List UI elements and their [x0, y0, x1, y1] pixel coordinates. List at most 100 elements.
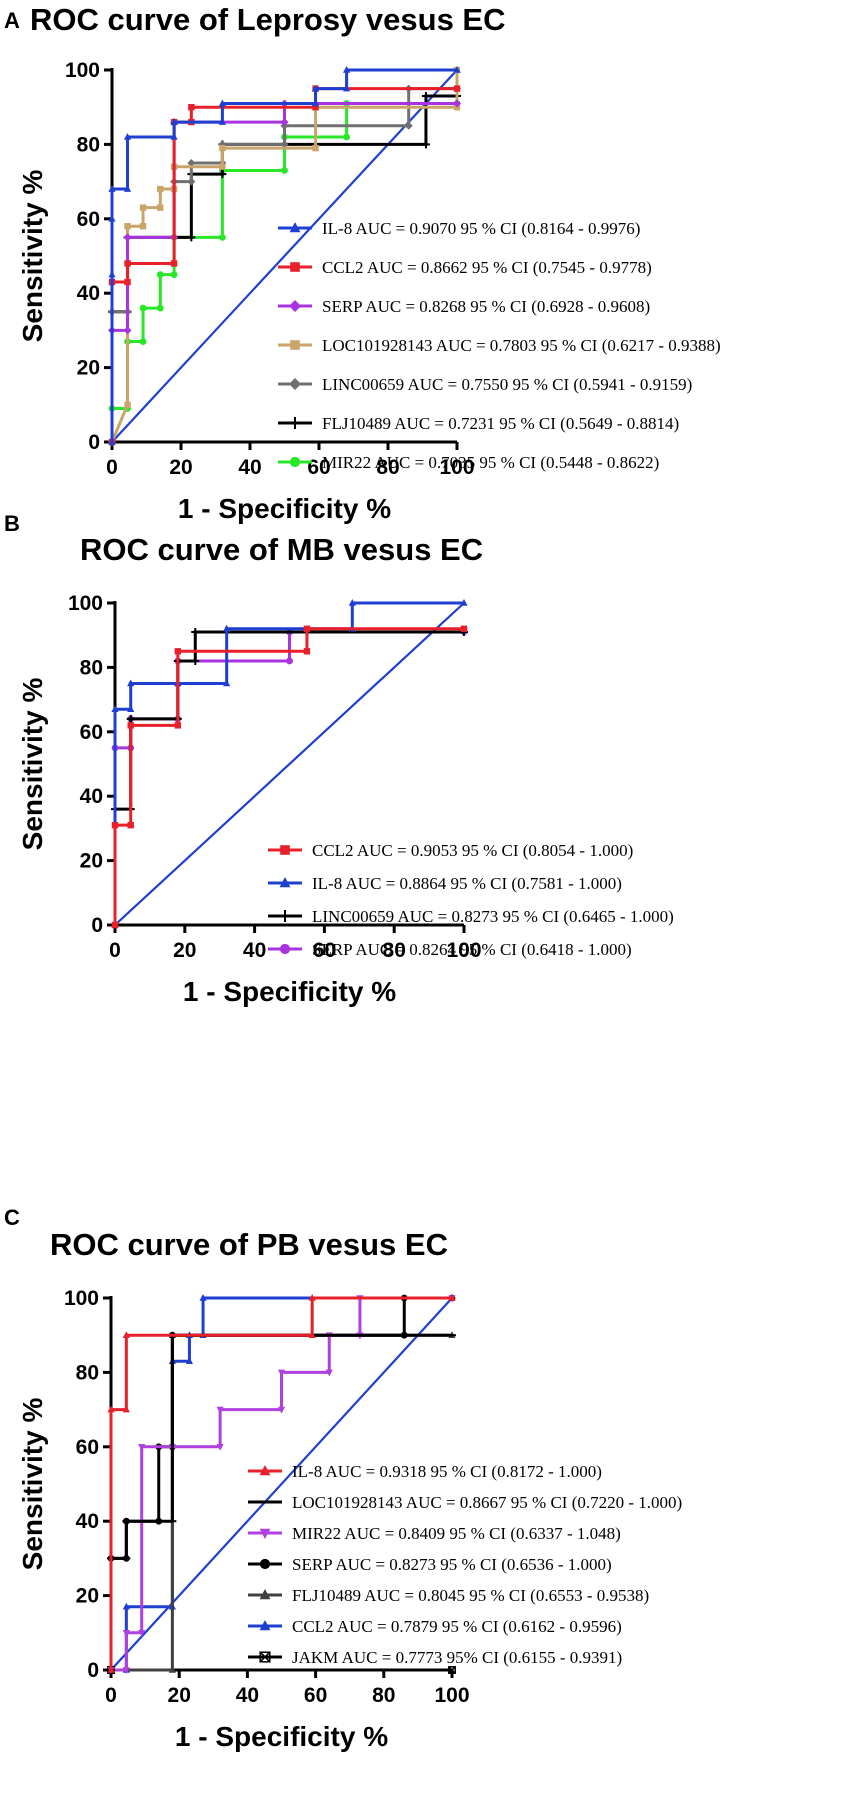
y-tick-label: 20 — [80, 850, 103, 873]
data-point — [139, 223, 147, 230]
y-tick-label: 100 — [65, 59, 100, 82]
legend-entry: SERP AUC = 0.8273 95 % CI (0.6536 - 1.00… — [248, 1555, 612, 1574]
reference-diagonal — [110, 1297, 453, 1671]
legend-swatch-marker — [279, 877, 291, 888]
data-point — [139, 338, 147, 345]
legend: IL-8 AUC = 0.9318 95 % CI (0.8172 - 1.00… — [248, 1462, 682, 1667]
data-point — [191, 656, 200, 665]
x-tick-label: 80 — [376, 456, 399, 479]
legend-label: SERP AUC = 0.8268 95 % CI (0.6928 - 0.96… — [322, 297, 650, 316]
series-il-8 — [108, 66, 461, 445]
series-line — [110, 1297, 453, 1671]
roc-panel-c: C ROC curve of PB vesus EC 0 20 40 60 80 100 0 20… — [4, 1205, 682, 1752]
data-point — [138, 1630, 146, 1637]
panel-letter: C — [4, 1205, 20, 1230]
legend-entry: LINC00659 AUC = 0.8273 95 % CI (0.6465 -… — [268, 907, 674, 926]
data-point — [281, 167, 288, 174]
x-tick-label: 40 — [236, 1684, 259, 1707]
legend-entry: SERP AUC = 0.8268 95 % CI (0.6928 - 0.96… — [278, 297, 650, 316]
legend-label: LINC00659 AUC = 0.8273 95 % CI (0.6465 -… — [312, 907, 674, 926]
data-point — [157, 185, 164, 193]
data-point — [174, 722, 182, 729]
series-line — [114, 602, 465, 926]
data-point — [107, 1405, 115, 1413]
y-tick-label: 20 — [77, 357, 100, 380]
legend-swatch-marker — [289, 378, 301, 390]
y-tick-label: 80 — [76, 1361, 99, 1384]
data-point — [124, 401, 131, 408]
series-ccl2 — [111, 625, 468, 929]
legend-swatch-marker — [259, 1651, 271, 1663]
legend-swatch-marker — [290, 340, 300, 350]
y-tick-label: 80 — [80, 656, 103, 679]
data-point — [111, 705, 119, 713]
data-point — [157, 204, 164, 211]
y-tick-label: 0 — [87, 1659, 99, 1682]
legend-label: LINC00659 AUC = 0.7550 95 % CI (0.5941 -… — [322, 375, 692, 394]
data-point — [156, 304, 164, 312]
y-tick-label: 60 — [80, 721, 103, 744]
legend-swatch-marker — [280, 845, 290, 855]
legend-label: CCL2 AUC = 0.7879 95 % CI (0.6162 - 0.95… — [292, 1617, 622, 1636]
x-tick-label: 100 — [439, 456, 474, 479]
legend-entry: MIR22 AUC = 0.7035 95 % CI (0.5448 - 0.8… — [278, 453, 659, 472]
legend-entry: LINC00659 AUC = 0.7550 95 % CI (0.5941 -… — [278, 375, 692, 394]
data-point — [218, 118, 226, 125]
roc-panel-b: B ROC curve of MB vesus EC 0 20 40 60 80 100 0 20… — [4, 511, 674, 1007]
legend-swatch-marker — [259, 1620, 271, 1631]
y-tick-label: 0 — [88, 431, 100, 454]
data-point — [453, 85, 461, 92]
data-point — [123, 233, 132, 242]
data-point — [219, 163, 226, 170]
x-tick-label: 0 — [109, 939, 121, 962]
data-point — [421, 92, 430, 101]
series-line — [113, 601, 464, 925]
data-point — [138, 1444, 146, 1451]
y-tick-label: 60 — [76, 1436, 99, 1459]
x-tick-label: 60 — [307, 456, 330, 479]
data-point — [124, 278, 131, 286]
data-point — [187, 233, 196, 242]
legend-swatch-marker — [289, 417, 301, 429]
data-point — [127, 705, 135, 713]
legend-label: SERP AUC = 0.8264 95 % CI (0.6418 - 1.00… — [312, 940, 632, 959]
y-axis-label: Sensitivity % — [17, 1398, 48, 1571]
legend-entry: LOC101928143 AUC = 0.7803 95 % CI (0.621… — [278, 336, 721, 355]
panel-letter: B — [4, 511, 20, 536]
x-tick-label: 0 — [106, 456, 118, 479]
data-point — [223, 624, 231, 632]
legend-entry: CCL2 AUC = 0.9053 95 % CI (0.8054 - 1.00… — [268, 841, 633, 860]
legend-entry: LOC101928143 AUC = 0.8667 95 % CI (0.722… — [248, 1493, 682, 1512]
data-point — [139, 204, 147, 211]
data-point — [170, 132, 178, 140]
x-axis-label: 1 - Specificity % — [183, 976, 396, 1007]
legend-label: FLJ10489 AUC = 0.7231 95 % CI (0.5649 - … — [322, 414, 679, 433]
data-point — [218, 99, 226, 107]
data-point — [174, 648, 182, 655]
data-point — [460, 625, 468, 632]
data-point — [123, 132, 132, 140]
data-point — [216, 1406, 224, 1414]
data-point — [280, 118, 289, 127]
data-point — [170, 260, 178, 267]
x-axis-label: 1 - Specificity % — [175, 1721, 388, 1752]
data-point — [343, 133, 350, 141]
data-point — [127, 679, 135, 687]
x-tick-label: 100 — [434, 1684, 469, 1707]
data-point — [404, 121, 413, 130]
y-axis-label: Sensitivity % — [17, 678, 48, 851]
x-axis-label: 1 - Specificity % — [178, 493, 391, 524]
legend-label: LOC101928143 AUC = 0.8667 95 % CI (0.722… — [292, 1493, 682, 1512]
legend-entry: IL-8 AUC = 0.9318 95 % CI (0.8172 - 1.00… — [248, 1462, 602, 1481]
data-point — [312, 104, 319, 111]
legend-label: SERP AUC = 0.8273 95 % CI (0.6536 - 1.00… — [292, 1555, 612, 1574]
roc-panel-a: A ROC curve of Leprosy vesus EC 0 20 40 60 80 1… — [4, 2, 721, 524]
legend: IL-8 AUC = 0.9070 95 % CI (0.8164 - 0.99… — [278, 219, 721, 472]
legend-entry: FLJ10489 AUC = 0.7231 95 % CI (0.5649 - … — [278, 414, 679, 433]
series-line — [111, 69, 458, 443]
y-tick-label: 0 — [91, 914, 103, 937]
data-point — [187, 177, 196, 186]
data-point — [139, 304, 147, 312]
y-tick-label: 100 — [64, 1287, 99, 1310]
x-tick-label: 60 — [313, 939, 336, 962]
